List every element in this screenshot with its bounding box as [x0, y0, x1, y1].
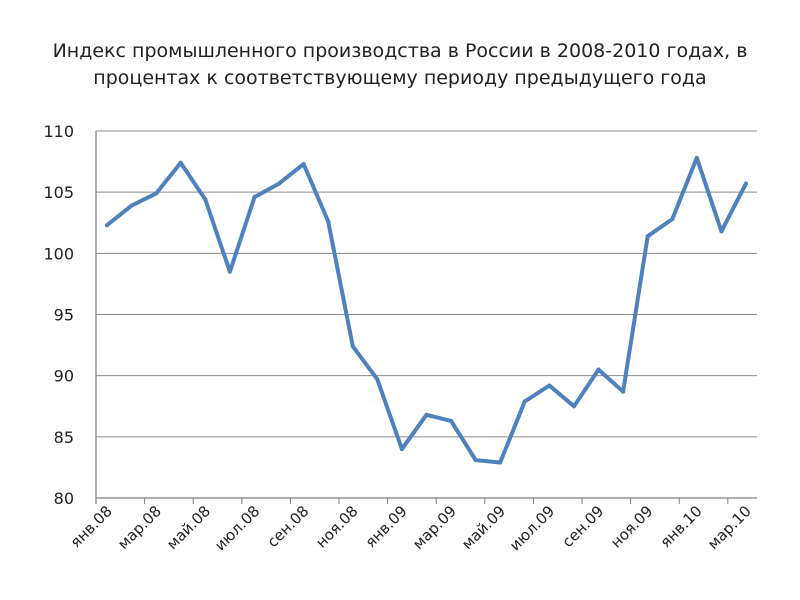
x-tick-label: июл.08 [211, 502, 263, 554]
x-tick-label: ноя.09 [607, 502, 656, 551]
y-tick-label: 95 [54, 306, 74, 325]
x-tick-label: сен.08 [264, 502, 313, 551]
data-point [129, 203, 134, 208]
data-point [326, 219, 331, 224]
y-tick-label: 90 [54, 367, 74, 386]
data-point [498, 460, 503, 465]
chart-title: Индекс промышленного производства в Росс… [52, 40, 748, 89]
data-point [178, 160, 183, 165]
data-point [522, 399, 527, 404]
x-tick-label: ноя.08 [312, 502, 361, 551]
data-point [227, 269, 232, 274]
data-point [252, 195, 257, 200]
data-point [571, 404, 576, 409]
data-point [399, 447, 404, 452]
data-point [744, 181, 748, 186]
data-point [277, 181, 282, 186]
data-point [449, 418, 454, 423]
x-tick-label: июл.09 [506, 502, 558, 554]
x-tick-label: янв.09 [362, 502, 411, 551]
y-tick-label: 80 [54, 489, 74, 508]
data-point [621, 389, 626, 394]
x-tick-label: сен.09 [558, 502, 607, 551]
data-point [105, 223, 109, 228]
y-tick-label: 105 [43, 183, 74, 202]
y-tick-label: 100 [43, 244, 74, 263]
data-point [301, 162, 306, 167]
data-point [424, 412, 429, 417]
data-point [375, 377, 380, 382]
data-point [596, 367, 601, 372]
x-tick-label: янв.08 [67, 502, 116, 551]
data-point [154, 191, 159, 196]
x-tick-label: мар.08 [114, 502, 165, 553]
data-point [350, 344, 355, 349]
x-tick-label: май.09 [458, 502, 509, 553]
x-tick-label: май.08 [163, 502, 214, 553]
x-tick-label: янв.10 [657, 502, 706, 551]
x-tick-label: мар.10 [704, 502, 755, 553]
data-point [547, 383, 552, 388]
data-point [694, 155, 699, 160]
data-point [203, 197, 208, 202]
data-point [719, 229, 724, 234]
data-point [473, 458, 478, 463]
y-tick-label: 85 [54, 428, 74, 447]
data-point [645, 234, 650, 239]
x-tick-label: мар.09 [409, 502, 460, 553]
y-tick-label: 110 [43, 122, 74, 141]
data-point [670, 217, 675, 222]
